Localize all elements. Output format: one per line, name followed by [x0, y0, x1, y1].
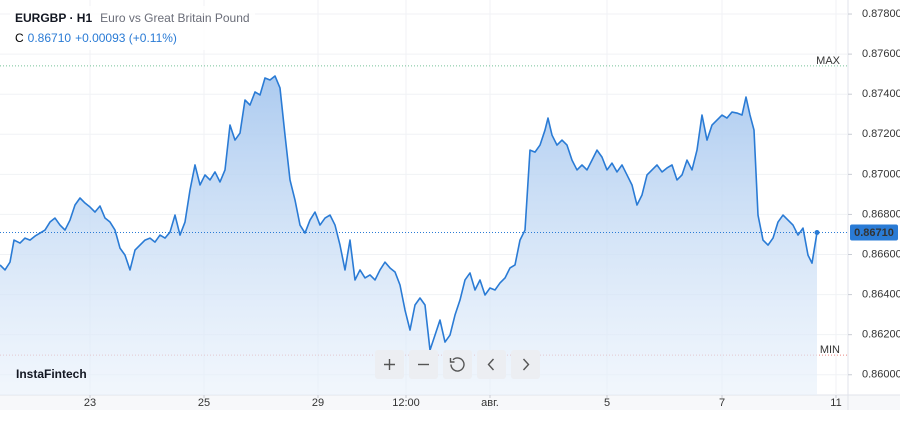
area-fill [0, 75, 817, 395]
y-tick-label: 0.86200 [862, 329, 900, 341]
x-tick-label: 11 [830, 397, 841, 409]
x-tick-label: 12:00 [392, 397, 420, 409]
scroll-left-button[interactable] [477, 350, 506, 379]
y-tick-label: 0.87000 [862, 168, 900, 180]
description: Euro vs Great Britain Pound [100, 11, 250, 25]
close-value: 0.86710 [27, 31, 72, 45]
scroll-right-button[interactable] [511, 350, 540, 379]
last-point [814, 229, 820, 235]
price-line [0, 75, 818, 351]
min-line-label: MIN [820, 344, 840, 356]
x-tick-label: авг. [481, 397, 499, 409]
y-tick-label: 0.86800 [862, 208, 900, 220]
max-line-label: MAX [816, 55, 841, 67]
y-tick-label: 0.87600 [862, 48, 900, 60]
price-badge-label: 0.86710 [854, 227, 894, 239]
change-value: +0.00093 (+0.11%) [75, 31, 177, 45]
y-tick-label: 0.87200 [862, 128, 900, 140]
toolbar [375, 350, 540, 379]
y-tick-label: 0.87400 [862, 88, 900, 100]
x-tick-label: 23 [84, 397, 96, 409]
y-tick-label: 0.86400 [862, 289, 900, 301]
brand: InstaFintech [16, 367, 87, 381]
x-tick-label: 29 [312, 397, 324, 409]
close-prefix: C [15, 31, 24, 45]
y-tick-label: 0.87800 [862, 8, 900, 20]
symbol: EURGBP · H1 [15, 11, 93, 25]
y-tick-label: 0.86000 [862, 369, 900, 381]
legend-header: EURGBP · H1 Euro vs Great Britain Pound C… [10, 6, 255, 50]
y-tick-label: 0.86600 [862, 248, 900, 260]
zoom-out-button[interactable] [409, 350, 438, 379]
reset-button[interactable] [443, 350, 472, 379]
x-tick-label: 25 [198, 397, 210, 409]
x-tick-label: 5 [604, 397, 610, 409]
zoom-in-button[interactable] [375, 350, 404, 379]
time-axis-band [0, 395, 900, 410]
x-tick-label: 7 [719, 397, 725, 409]
price-badge [850, 224, 898, 241]
